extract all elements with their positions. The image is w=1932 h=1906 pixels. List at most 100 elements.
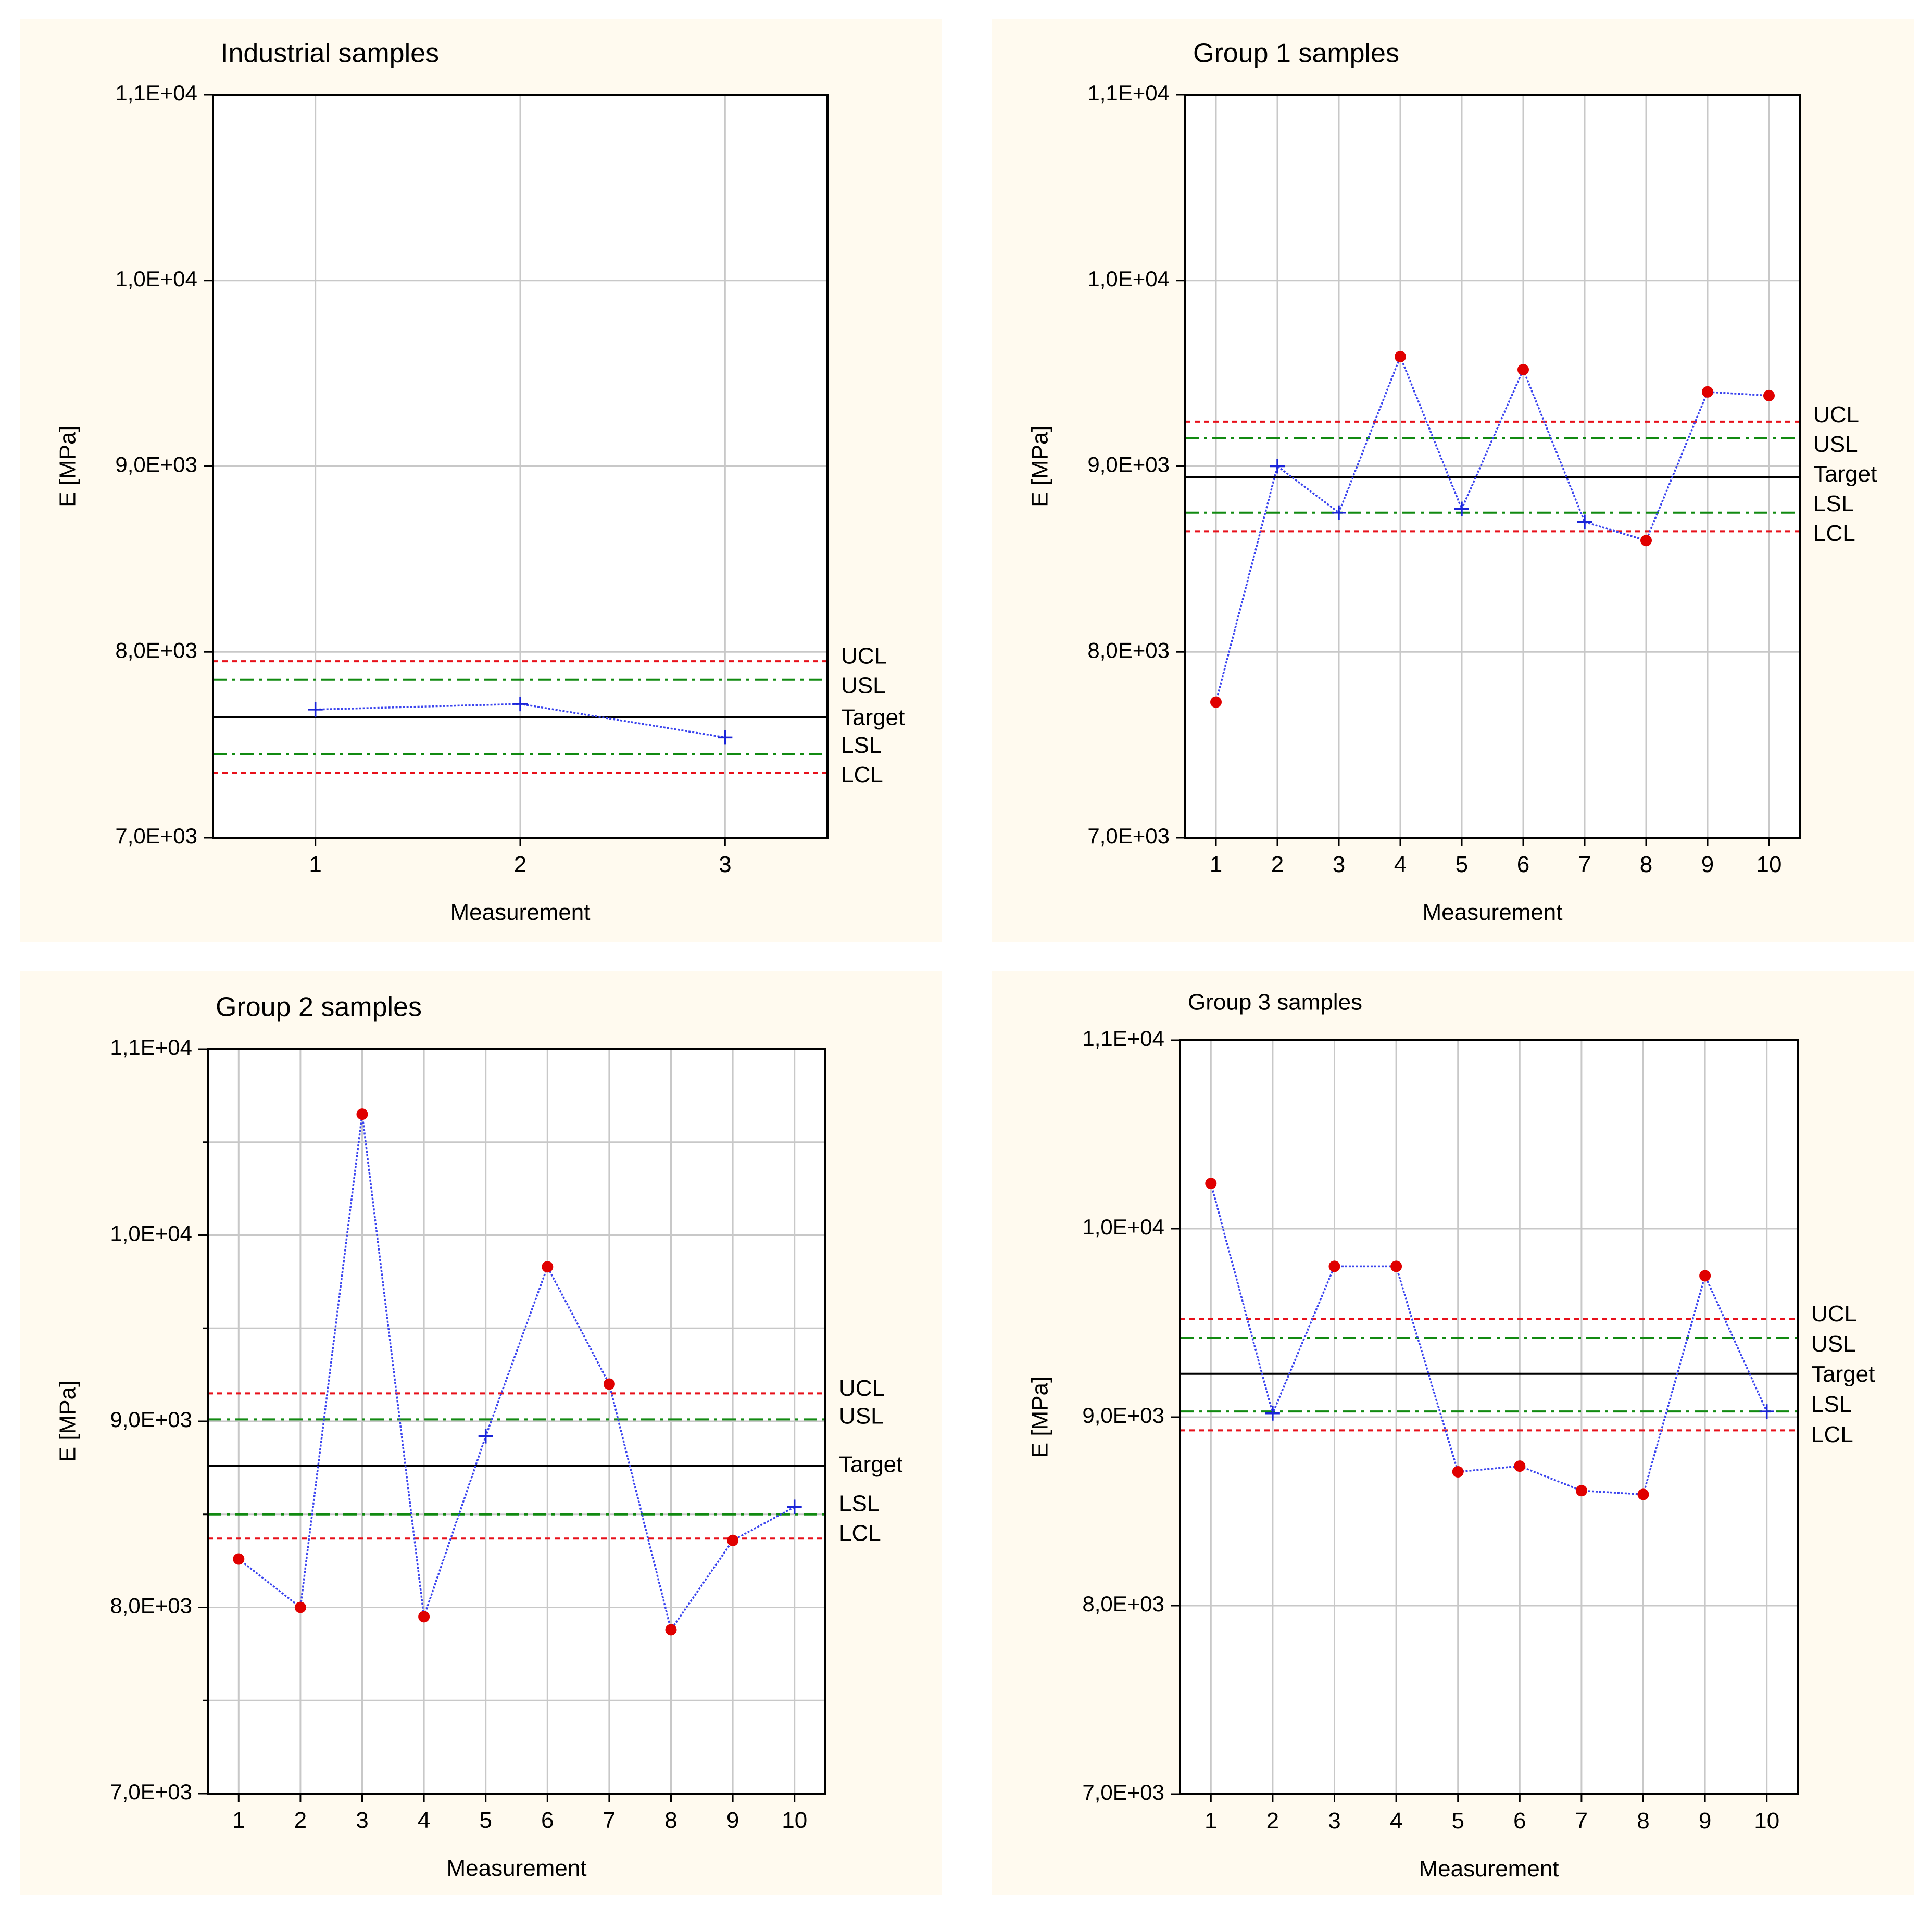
x-tick-label: 10: [782, 1808, 807, 1833]
series-line: [238, 1114, 795, 1632]
chart-panel-group-1: UCL USL Target LSL LCL 7,0E+03 8,0E+03 9,0E+03 1…: [992, 19, 1914, 942]
y-tick-label: 1,0E+04: [110, 1221, 192, 1246]
control-label-ucl: UCL: [1813, 402, 1859, 427]
data-point-in-control: [1332, 505, 1346, 520]
data-point-out-of-control: [1514, 1460, 1526, 1472]
data-point-out-of-control: [1395, 351, 1406, 363]
data-point-out-of-control: [665, 1624, 677, 1636]
data-point-out-of-control: [1763, 389, 1775, 401]
control-label-usl: USL: [1813, 432, 1858, 457]
control-label-ucl: UCL: [839, 1375, 885, 1401]
control-label-target: Target: [1811, 1361, 1875, 1387]
plot-frame: [212, 94, 829, 839]
control-label-target: Target: [839, 1451, 902, 1477]
data-point-out-of-control: [418, 1611, 430, 1623]
data-point-out-of-control: [1640, 535, 1652, 547]
data-point-out-of-control: [727, 1534, 739, 1546]
control-label-lcl: LCL: [1811, 1422, 1853, 1447]
control-label-lcl: LCL: [841, 762, 883, 788]
control-label-target: Target: [1813, 461, 1877, 487]
x-tick-label: 1: [309, 852, 321, 877]
chart-svg: UCLUSLTargetLSLLCL7,0E+038,0E+039,0E+031…: [55, 992, 903, 1881]
x-tick-label: 7: [603, 1808, 616, 1833]
series-line: [1210, 1183, 1768, 1496]
x-tick-label: 7: [1578, 852, 1591, 877]
y-tick-label: 8,0E+03: [110, 1594, 192, 1618]
data-point-out-of-control: [1205, 1178, 1217, 1190]
data-point-out-of-control: [294, 1601, 306, 1613]
x-tick-label: 8: [1637, 1808, 1649, 1834]
data-point-out-of-control: [1699, 1270, 1711, 1282]
data-point-in-control: [1759, 1404, 1774, 1419]
x-tick-label: 1: [1210, 852, 1222, 877]
y-axis-label: E [MPa]: [1027, 1377, 1053, 1458]
x-tick-label: 5: [479, 1808, 492, 1833]
data-point-out-of-control: [1517, 363, 1529, 375]
chart-title: Group 2 samples: [216, 992, 422, 1023]
plot-frame: [1184, 94, 1801, 839]
x-tick-label: 2: [1271, 852, 1284, 877]
y-tick-label: 9,0E+03: [1087, 452, 1170, 477]
control-label-lsl: LSL: [841, 733, 882, 758]
data-point-in-control: [1577, 514, 1592, 529]
x-tick-label: 2: [1266, 1808, 1279, 1834]
chart-svg: UCLUSLTargetLSLLCL7,0E+038,0E+039,0E+031…: [55, 39, 905, 925]
y-axis-label: E [MPa]: [55, 425, 81, 507]
data-point-out-of-control: [1452, 1466, 1464, 1478]
x-tick-label: 9: [1701, 852, 1714, 877]
x-tick-label: 4: [1394, 852, 1407, 877]
x-axis-label: Measurement: [450, 900, 590, 925]
y-tick-label: 9,0E+03: [115, 452, 197, 477]
y-tick-label: 9,0E+03: [1082, 1403, 1164, 1428]
x-tick-label: 1: [1205, 1808, 1217, 1834]
x-axis-label: Measurement: [1422, 900, 1562, 925]
control-label-usl: USL: [1811, 1331, 1856, 1357]
control-label-lsl: LSL: [1811, 1392, 1852, 1417]
data-point-in-control: [1265, 1406, 1280, 1421]
y-tick-label: 8,0E+03: [115, 638, 197, 662]
y-tick-label: 7,0E+03: [110, 1779, 192, 1804]
data-point-out-of-control: [1210, 696, 1222, 708]
chart-title: Industrial samples: [221, 39, 439, 69]
x-tick-label: 5: [1456, 852, 1468, 877]
data-point-out-of-control: [233, 1553, 245, 1565]
x-tick-label: 8: [664, 1808, 677, 1833]
y-tick-label: 1,0E+04: [1087, 267, 1170, 291]
x-tick-label: 10: [1757, 852, 1782, 877]
x-tick-label: 10: [1754, 1808, 1779, 1834]
control-label-lsl: LSL: [1813, 491, 1854, 516]
data-point-out-of-control: [1575, 1485, 1587, 1497]
x-axis-label: Measurement: [446, 1855, 586, 1881]
chart-svg: UCLUSLTargetLSLLCL7,0E+038,0E+039,0E+031…: [1027, 990, 1875, 1882]
control-label-usl: USL: [841, 673, 886, 699]
y-tick-label: 8,0E+03: [1087, 638, 1170, 662]
x-tick-label: 5: [1451, 1808, 1464, 1834]
y-tick-label: 1,1E+04: [1087, 81, 1170, 105]
data-point-out-of-control: [356, 1108, 368, 1120]
chart-panel-industrial: UCL USL Target LSL LCL 7,0E+03 8,0E+03 9,0E+03 1…: [20, 19, 942, 942]
chart-panel-group-2: UCL USL Target LSL LCL 7,0E+03 8,0E+03 9,0E+03 1…: [20, 971, 942, 1895]
y-tick-label: 7,0E+03: [115, 824, 197, 848]
control-label-lsl: LSL: [839, 1491, 880, 1517]
x-tick-label: 7: [1575, 1808, 1588, 1834]
x-tick-label: 6: [1513, 1808, 1526, 1834]
x-tick-label: 1: [232, 1808, 245, 1833]
x-tick-label: 2: [514, 852, 526, 877]
x-tick-label: 6: [541, 1808, 554, 1833]
plot-frame: [1179, 1039, 1799, 1795]
x-tick-label: 9: [1699, 1808, 1711, 1834]
data-point-out-of-control: [1637, 1488, 1649, 1500]
x-axis-label: Measurement: [1419, 1856, 1559, 1882]
x-tick-label: 6: [1517, 852, 1529, 877]
control-label-lcl: LCL: [839, 1521, 881, 1546]
data-point-in-control: [718, 730, 733, 745]
x-tick-label: 4: [418, 1808, 430, 1833]
series-line: [1215, 354, 1770, 703]
data-point-out-of-control: [542, 1261, 554, 1273]
chart-title: Group 3 samples: [1188, 990, 1362, 1015]
control-label-lcl: LCL: [1813, 521, 1855, 546]
y-tick-label: 1,1E+04: [1082, 1026, 1164, 1051]
data-point-out-of-control: [1328, 1260, 1340, 1272]
x-tick-label: 3: [1333, 852, 1345, 877]
y-tick-label: 8,0E+03: [1082, 1592, 1164, 1616]
